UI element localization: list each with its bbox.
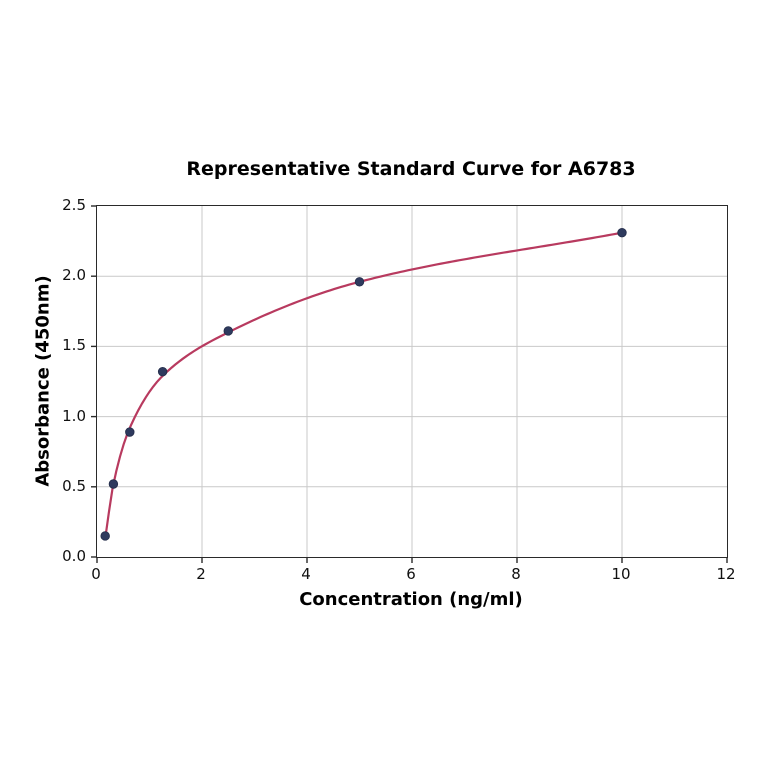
y-tick-label: 2.5 [62, 196, 86, 214]
data-point-marker [100, 531, 110, 541]
data-point-marker [617, 227, 627, 238]
chart-title: Representative Standard Curve for A6783 [186, 158, 636, 180]
y-tick-label: 0.5 [62, 476, 86, 495]
x-tick-label: 8 [511, 565, 521, 583]
y-tick-label: 1.5 [62, 336, 86, 355]
y-axis-label: Absorbance (450nm) [32, 275, 54, 487]
data-point-marker [223, 326, 233, 336]
y-tick-label: 2.0 [62, 266, 86, 285]
x-tick-label: 12 [716, 565, 736, 583]
x-tick-label: 0 [91, 565, 101, 583]
standard-curve-line [104, 231, 624, 540]
y-tick-label: 0.0 [62, 547, 86, 565]
x-tick-label: 4 [301, 565, 311, 583]
data-point-marker [125, 427, 135, 437]
y-tick-label: 1.0 [62, 406, 86, 425]
x-tick-label: 2 [196, 565, 206, 583]
x-tick-label: 6 [406, 565, 416, 583]
data-point-marker [354, 277, 365, 287]
plot-canvas [91, 205, 728, 563]
data-point-marker [108, 479, 119, 489]
x-axis-label: Concentration (ng/ml) [299, 589, 523, 610]
x-tick-label: 10 [611, 565, 631, 583]
data-point-marker [157, 366, 168, 377]
plot-area [91, 205, 728, 563]
